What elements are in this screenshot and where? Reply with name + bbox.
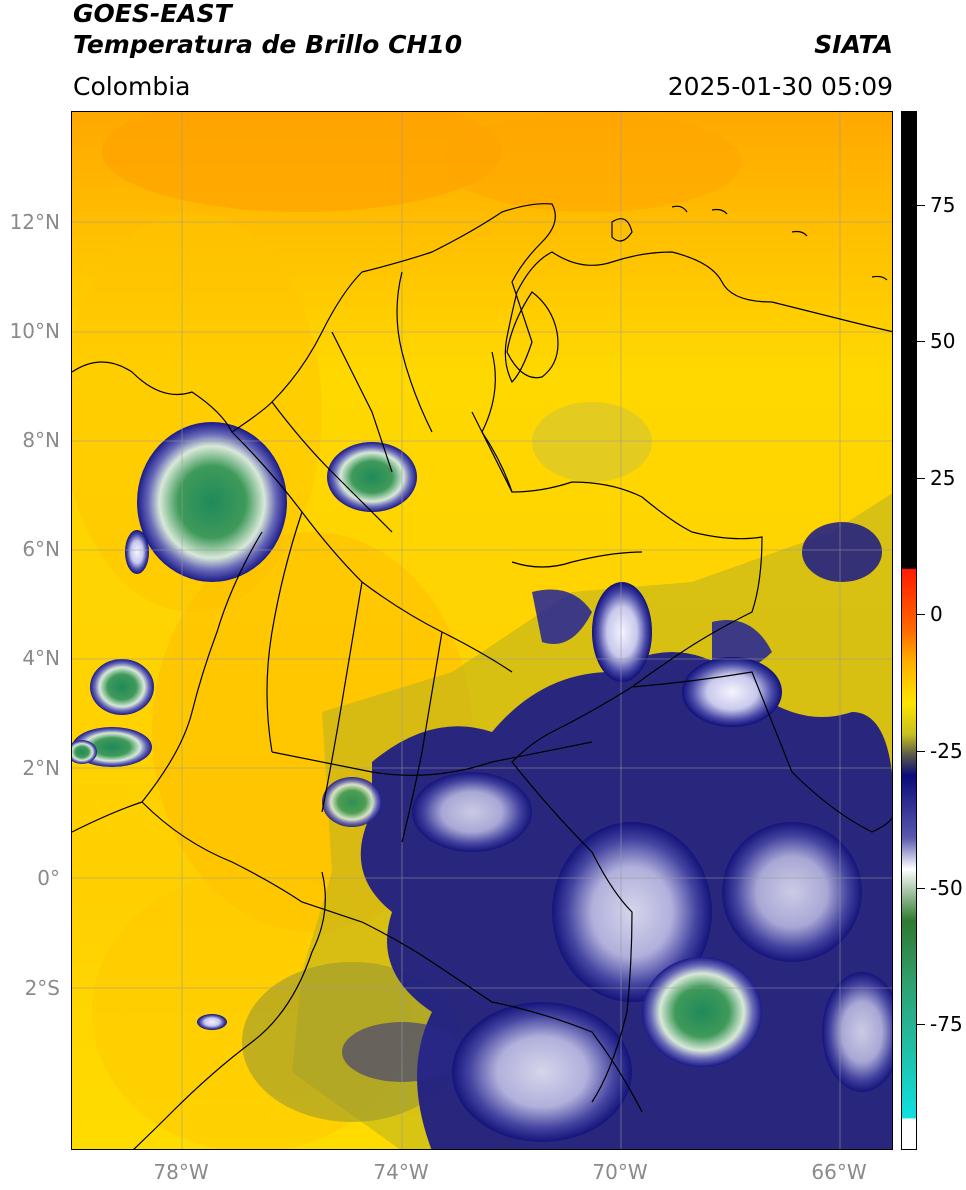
colorbar-label-minus50: -50 bbox=[930, 876, 963, 900]
lat-label-4n: 4°N bbox=[22, 646, 60, 670]
colorbar-label-minus75: -75 bbox=[930, 1012, 963, 1036]
colorbar-tick bbox=[917, 478, 925, 479]
lat-label-2n: 2°N bbox=[22, 756, 60, 780]
colorbar-tick bbox=[917, 1024, 925, 1025]
lon-label-70w: 70°W bbox=[592, 1160, 648, 1184]
colorbar-label-50: 50 bbox=[930, 329, 956, 353]
datetime-label: 2025-01-30 05:09 bbox=[667, 72, 893, 101]
product-title: Temperatura de Brillo CH10 bbox=[73, 30, 463, 59]
satellite-map bbox=[71, 111, 893, 1150]
lat-label-8n: 8°N bbox=[22, 428, 60, 452]
lon-label-74w: 74°W bbox=[373, 1160, 429, 1184]
lon-label-78w: 78°W bbox=[153, 1160, 209, 1184]
country-borders bbox=[72, 203, 892, 1149]
region-label: Colombia bbox=[73, 72, 191, 101]
satellite-title: GOES-EAST bbox=[73, 0, 232, 28]
colorbar-tick bbox=[917, 205, 925, 206]
lat-label-10n: 10°N bbox=[9, 319, 60, 343]
colorbar-tick bbox=[917, 888, 925, 889]
colorbar bbox=[901, 111, 917, 1150]
colorbar-label-75: 75 bbox=[930, 193, 956, 217]
colorbar-tick bbox=[917, 751, 925, 752]
colorbar-label-minus25: -25 bbox=[930, 739, 963, 763]
colorbar-gradient bbox=[902, 112, 916, 1149]
brightness-temperature-field bbox=[72, 112, 892, 1149]
lat-label-6n: 6°N bbox=[22, 537, 60, 561]
agency-label: SIATA bbox=[814, 30, 893, 59]
lat-label-0: 0° bbox=[37, 866, 60, 890]
colorbar-tick bbox=[917, 614, 925, 615]
lon-label-66w: 66°W bbox=[811, 1160, 867, 1184]
colorbar-label-0: 0 bbox=[930, 602, 943, 626]
lat-label-12n: 12°N bbox=[9, 210, 60, 234]
colorbar-label-25: 25 bbox=[930, 466, 956, 490]
colorbar-tick bbox=[917, 341, 925, 342]
lat-label-2s: 2°S bbox=[24, 976, 60, 1000]
